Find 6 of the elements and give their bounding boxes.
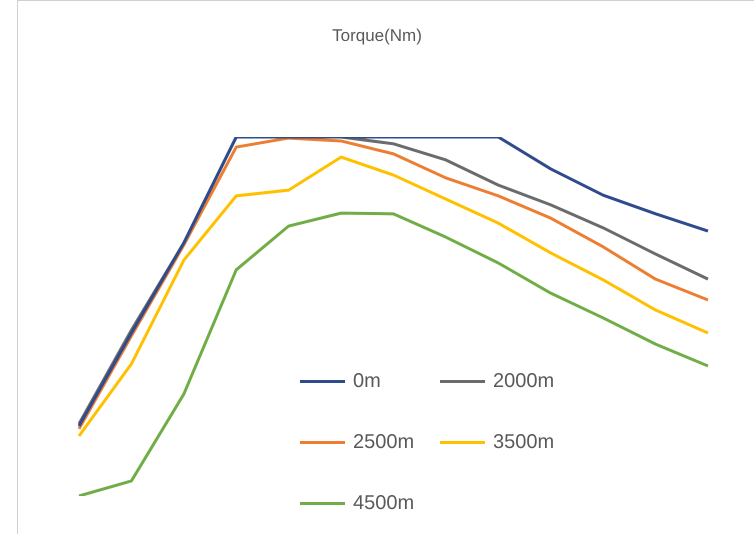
chart-title: Torque(Nm) <box>331 26 423 46</box>
legend-label: 3500m <box>493 431 554 454</box>
legend-label: 2000m <box>493 370 554 393</box>
legend-label: 0m <box>353 370 381 393</box>
legend-label: 4500m <box>353 492 414 515</box>
legend-label: 2500m <box>353 431 414 454</box>
